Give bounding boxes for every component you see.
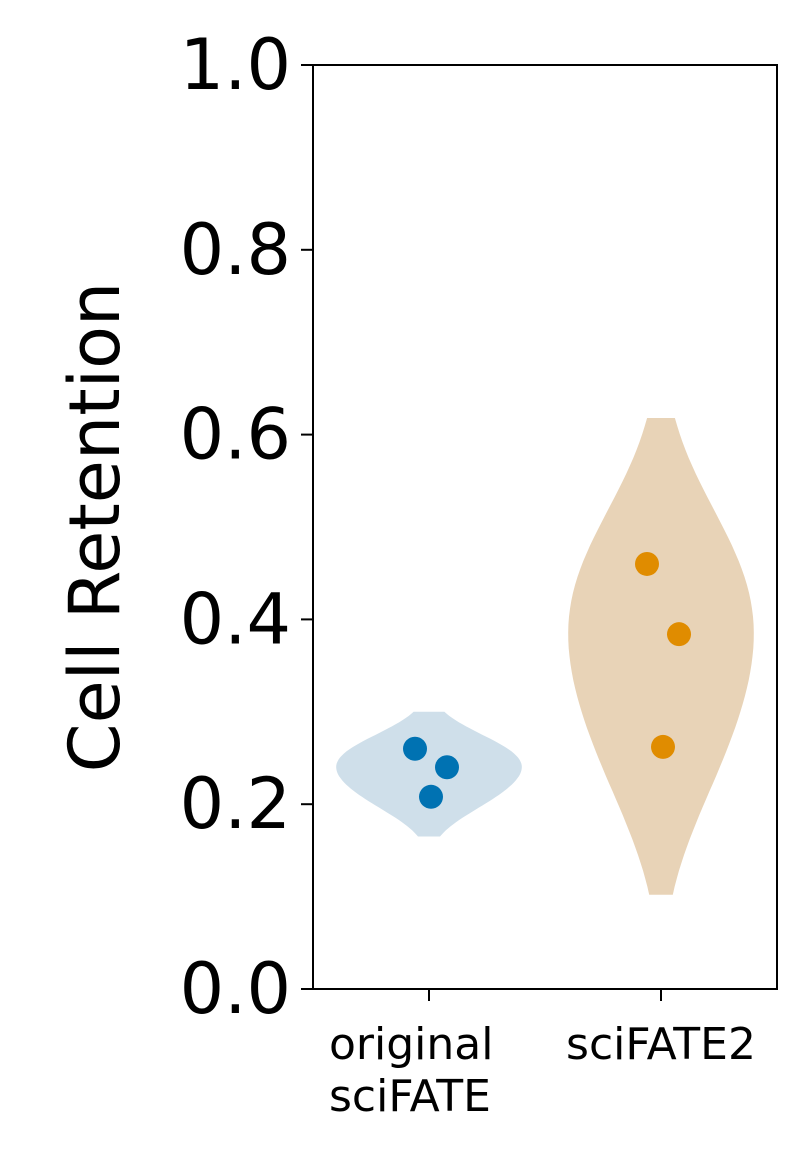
x-tick-label-line: sciFATE2 [566, 1019, 756, 1070]
y-tick-label: 0.4 [180, 578, 291, 660]
x-tick-label: original sciFATE [329, 1019, 493, 1122]
data-point [419, 784, 443, 809]
x-tick-label-line: sciFATE [329, 1071, 491, 1122]
data-point [635, 551, 659, 576]
x-tick-label: sciFATE2 [566, 1019, 756, 1070]
y-tick-label: 1.0 [180, 24, 291, 106]
y-tick-label: 0.2 [180, 763, 291, 845]
x-tick-label-line: original [329, 1019, 493, 1070]
x-axis: original sciFATE sciFATE2 [329, 989, 756, 1122]
data-point [667, 622, 691, 647]
y-tick-label: 0.0 [180, 948, 291, 1030]
violin-layer [336, 418, 754, 895]
point-layer [403, 551, 691, 809]
data-point [403, 736, 427, 761]
y-axis: 0.0 0.2 0.4 0.6 0.8 1.0 [180, 24, 313, 1030]
violin-body [568, 418, 754, 895]
data-point [651, 734, 675, 759]
plot-frame [312, 64, 778, 990]
y-tick-label: 0.8 [180, 209, 291, 291]
violin-body [336, 711, 522, 837]
data-point [435, 755, 459, 780]
y-tick-label: 0.6 [180, 394, 291, 476]
y-axis-label: Cell Retention [54, 282, 136, 773]
